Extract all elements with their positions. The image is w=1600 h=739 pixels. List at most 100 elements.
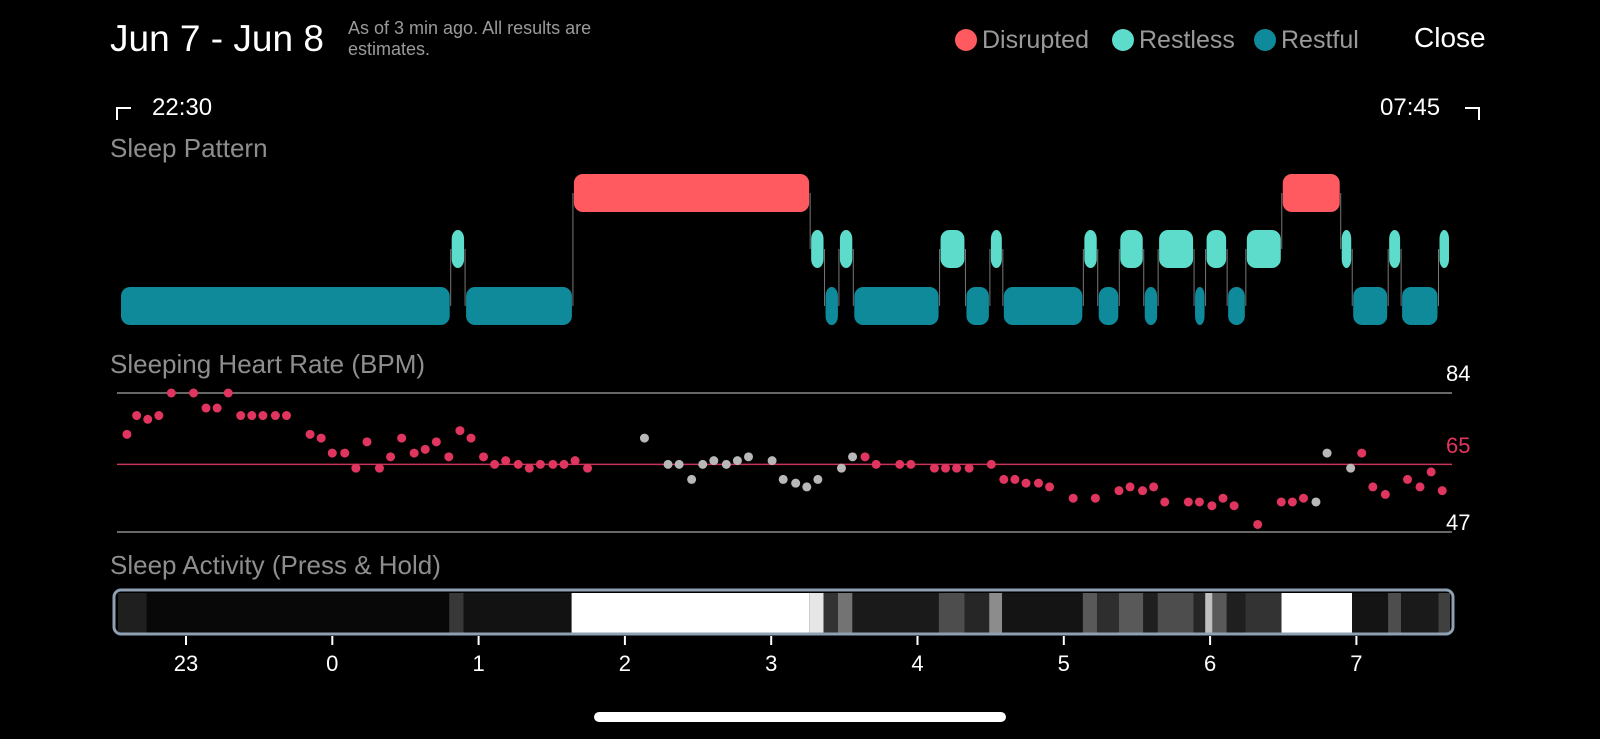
hr-point (906, 459, 916, 469)
hr-point (247, 411, 257, 421)
hr-max-label: 84 (1446, 361, 1471, 386)
activity-band (1401, 593, 1439, 634)
hr-point (466, 433, 476, 443)
hr-point (374, 463, 384, 473)
hr-point (1207, 501, 1217, 511)
activity-band (463, 593, 572, 634)
hr-point (813, 474, 823, 484)
legend-restful-label: Restful (1281, 25, 1359, 54)
sleep-segment-disrupted (1282, 174, 1340, 212)
hr-point (223, 388, 233, 398)
estimate-note: As of 3 min ago. All results are estimat… (348, 18, 592, 59)
axis-tick-label: 2 (619, 651, 631, 676)
activity-band (1143, 593, 1158, 634)
hr-point (986, 459, 996, 469)
axis-tick-label: 1 (472, 651, 484, 676)
sleep-segment-restful (966, 287, 989, 325)
sleep-activity-strip[interactable] (112, 588, 1455, 636)
hr-point (535, 459, 545, 469)
hr-point (1253, 519, 1263, 529)
hr-point (1183, 497, 1193, 507)
hr-point (559, 459, 569, 469)
axis-tick-label: 3 (765, 651, 777, 676)
hr-min-label: 47 (1446, 510, 1471, 535)
sleep-segment-restless (1341, 230, 1352, 268)
hr-point (548, 459, 558, 469)
axis-tick-label: 4 (911, 651, 923, 676)
activity-band (449, 593, 464, 634)
activity-band (1097, 593, 1119, 634)
activity-band (838, 593, 853, 634)
sleep-segment-restless (940, 230, 965, 268)
hr-point (132, 411, 142, 421)
hr-point (305, 429, 315, 439)
hr-point (895, 459, 905, 469)
restful-dot-icon (1254, 29, 1276, 51)
hr-point (166, 388, 176, 398)
hr-point (778, 474, 788, 484)
hr-point (201, 403, 211, 413)
close-button[interactable]: Close (1414, 22, 1486, 53)
hr-point (1149, 482, 1159, 492)
hr-point (270, 411, 280, 421)
hr-point (1218, 493, 1228, 503)
date-range-title: Jun 7 - Jun 8 (110, 18, 324, 59)
sleep-segment-restless (1439, 230, 1449, 268)
hr-point (397, 433, 407, 443)
activity-band (1388, 593, 1402, 634)
end-bracket-icon (1465, 107, 1480, 120)
hr-point (513, 459, 523, 469)
hr-point (1125, 482, 1135, 492)
sleep-activity-title: Sleep Activity (Press & Hold) (110, 550, 441, 580)
hr-point (501, 456, 511, 466)
sleep-segment-restful (121, 287, 450, 325)
sleep-segment-restful (1144, 287, 1158, 325)
hr-point (1033, 478, 1043, 488)
sleep-pattern-title: Sleep Pattern (110, 133, 268, 163)
hr-point (386, 452, 396, 462)
hr-point (663, 459, 673, 469)
hr-point (941, 463, 951, 473)
activity-band (1212, 593, 1227, 634)
hr-point (351, 463, 361, 473)
sleep-segment-restful (1003, 287, 1083, 325)
hr-point (1298, 493, 1308, 503)
hr-point (570, 456, 580, 466)
hr-point (687, 474, 697, 484)
hr-point (1357, 448, 1367, 458)
sleep-segment-restless (1206, 230, 1227, 268)
activity-band (1226, 593, 1246, 634)
hr-point (952, 463, 962, 473)
hr-point (143, 414, 153, 424)
sleep-segment-restful (825, 287, 838, 325)
hr-point (409, 448, 419, 458)
hr-point (524, 463, 534, 473)
legend-restful: Restful (1254, 26, 1359, 54)
axis-tick-label: 23 (174, 651, 198, 676)
hr-point (1160, 497, 1170, 507)
hr-point (860, 452, 870, 462)
axis-tick-label: 7 (1350, 651, 1362, 676)
sleep-segment-restless (451, 230, 465, 268)
hr-point (455, 426, 465, 436)
hr-point (212, 403, 222, 413)
axis-tick-label: 5 (1058, 651, 1070, 676)
activity-band (1118, 593, 1144, 634)
end-time-label: 07:45 (1380, 94, 1441, 121)
hr-point (1403, 474, 1413, 484)
activity-band (852, 593, 939, 634)
hr-point (340, 448, 350, 458)
home-indicator[interactable] (594, 712, 1006, 722)
activity-band (118, 593, 147, 634)
activity-band (1002, 593, 1083, 634)
hr-point (281, 411, 291, 421)
activity-band (964, 593, 990, 634)
activity-band (1157, 593, 1194, 634)
hr-point (154, 411, 164, 421)
legend-disrupted: Disrupted (955, 26, 1089, 54)
hr-point (1045, 482, 1055, 492)
hr-point (1276, 497, 1286, 507)
time-axis: 23 0 1 2 3 4 5 6 7 (174, 636, 1363, 676)
hr-point (709, 456, 719, 466)
sleep-segment-restful (1098, 287, 1119, 325)
